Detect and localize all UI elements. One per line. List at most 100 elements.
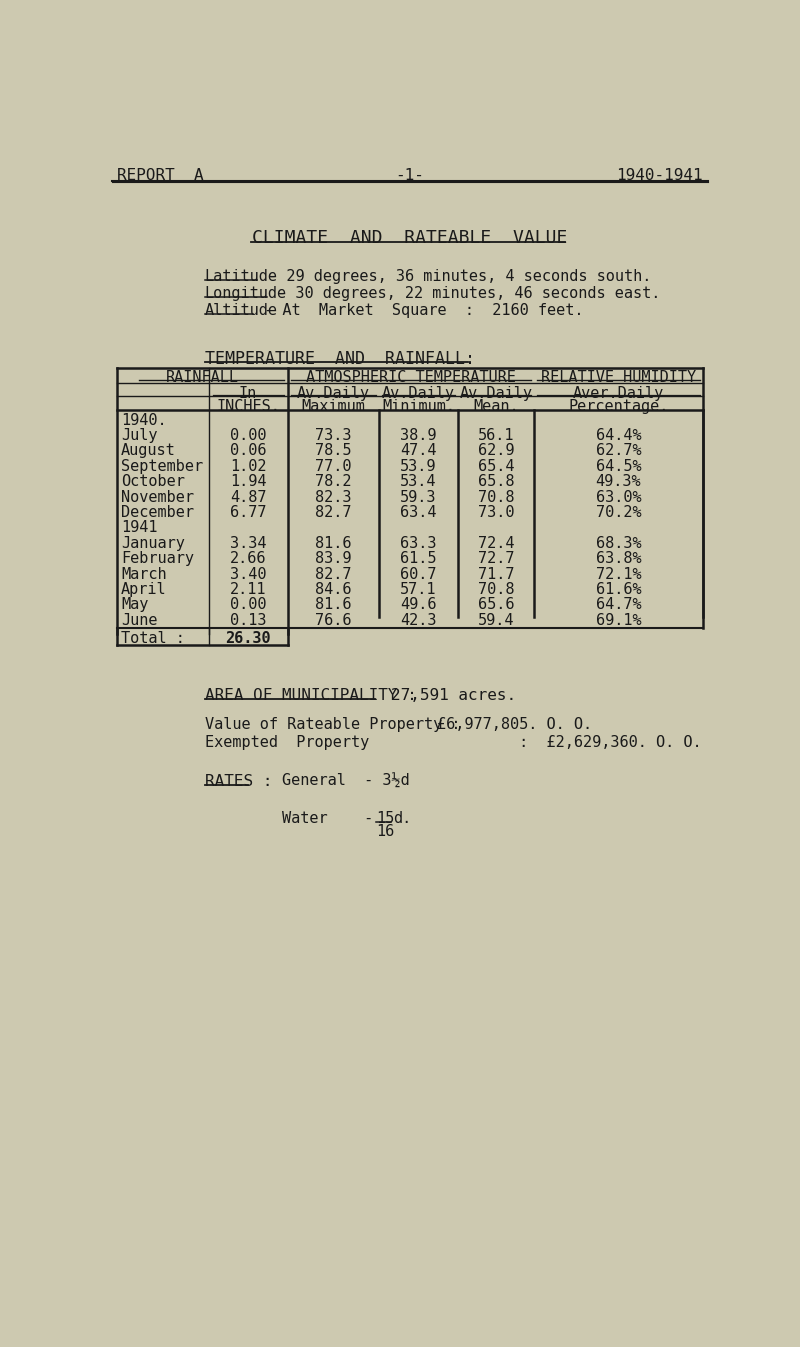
Text: 49.6: 49.6: [400, 598, 437, 613]
Text: 76.6: 76.6: [315, 613, 351, 628]
Text: 60.7: 60.7: [400, 567, 437, 582]
Text: Water    -: Water -: [282, 811, 392, 826]
Text: ATMOSPHERIC TEMPERATURE: ATMOSPHERIC TEMPERATURE: [306, 370, 516, 385]
Text: - 29 degrees, 36 minutes, 4 seconds south.: - 29 degrees, 36 minutes, 4 seconds sout…: [259, 269, 651, 284]
Text: REPORT  A: REPORT A: [117, 168, 204, 183]
Text: 69.1%: 69.1%: [596, 613, 642, 628]
Text: 3.34: 3.34: [230, 536, 266, 551]
Text: 64.4%: 64.4%: [596, 428, 642, 443]
Text: - At  Market  Square  :  2160 feet.: - At Market Square : 2160 feet.: [255, 303, 583, 318]
Text: 3.40: 3.40: [230, 567, 266, 582]
Text: 78.5: 78.5: [315, 443, 351, 458]
Text: Altitude: Altitude: [205, 303, 278, 318]
Text: 82.7: 82.7: [315, 567, 351, 582]
Text: 70.2%: 70.2%: [596, 505, 642, 520]
Text: 64.7%: 64.7%: [596, 598, 642, 613]
Text: January: January: [121, 536, 185, 551]
Text: INCHES.: INCHES.: [216, 399, 280, 414]
Text: 1.02: 1.02: [230, 459, 266, 474]
Text: 64.5%: 64.5%: [596, 459, 642, 474]
Text: 68.3%: 68.3%: [596, 536, 642, 551]
Text: 38.9: 38.9: [400, 428, 437, 443]
Text: July: July: [121, 428, 158, 443]
Text: 70.8: 70.8: [478, 490, 514, 505]
Text: 78.2: 78.2: [315, 474, 351, 489]
Text: Value of Rateable Property :: Value of Rateable Property :: [205, 717, 460, 731]
Text: 77.0: 77.0: [315, 459, 351, 474]
Text: 82.7: 82.7: [315, 505, 351, 520]
Text: 72.4: 72.4: [478, 536, 514, 551]
Text: 63.0%: 63.0%: [596, 490, 642, 505]
Text: October: October: [121, 474, 185, 489]
Text: RAINFALL: RAINFALL: [166, 370, 239, 385]
Text: 81.6: 81.6: [315, 598, 351, 613]
Text: 0.06: 0.06: [230, 443, 266, 458]
Text: 1.94: 1.94: [230, 474, 266, 489]
Text: 42.3: 42.3: [400, 613, 437, 628]
Text: 63.4: 63.4: [400, 505, 437, 520]
Text: 4.87: 4.87: [230, 490, 266, 505]
Text: 63.8%: 63.8%: [596, 551, 642, 566]
Text: Longitude: Longitude: [205, 287, 286, 302]
Text: £6,977,805. O. O.: £6,977,805. O. O.: [437, 717, 592, 731]
Text: 1940-1941: 1940-1941: [616, 168, 703, 183]
Text: 62.9: 62.9: [478, 443, 514, 458]
Text: Aver.Daily: Aver.Daily: [573, 385, 664, 400]
Text: Minimum.: Minimum.: [382, 399, 455, 414]
Text: 63.3: 63.3: [400, 536, 437, 551]
Text: 65.6: 65.6: [478, 598, 514, 613]
Text: 57.1: 57.1: [400, 582, 437, 597]
Text: -1-: -1-: [395, 168, 425, 183]
Text: In: In: [239, 385, 257, 400]
Text: 72.1%: 72.1%: [596, 567, 642, 582]
Text: June: June: [121, 613, 158, 628]
Text: :  £2,629,360. O. O.: : £2,629,360. O. O.: [437, 735, 702, 750]
Text: 26.30: 26.30: [226, 632, 271, 647]
Text: 2.66: 2.66: [230, 551, 266, 566]
Text: AREA OF MUNICIPALITY :: AREA OF MUNICIPALITY :: [205, 687, 416, 703]
Text: August: August: [121, 443, 176, 458]
Text: 53.9: 53.9: [400, 459, 437, 474]
Text: 73.0: 73.0: [478, 505, 514, 520]
Text: Mean.: Mean.: [474, 399, 519, 414]
Text: April: April: [121, 582, 166, 597]
Text: 0.00: 0.00: [230, 598, 266, 613]
Text: 1941: 1941: [121, 520, 158, 536]
Text: 47.4: 47.4: [400, 443, 437, 458]
Text: December: December: [121, 505, 194, 520]
Text: d.: d.: [393, 811, 411, 826]
Text: RATES :: RATES :: [205, 773, 272, 789]
Text: 16: 16: [377, 824, 395, 839]
Text: 59.3: 59.3: [400, 490, 437, 505]
Text: 73.3: 73.3: [315, 428, 351, 443]
Text: TEMPERATURE  AND  RAINFALL:: TEMPERATURE AND RAINFALL:: [205, 350, 474, 368]
Text: CLIMATE  AND  RATEABLE  VALUE: CLIMATE AND RATEABLE VALUE: [252, 229, 568, 248]
Text: Latitude: Latitude: [205, 269, 278, 284]
Text: Av.Daily: Av.Daily: [382, 385, 455, 400]
Text: 0.00: 0.00: [230, 428, 266, 443]
Text: 82.3: 82.3: [315, 490, 351, 505]
Text: 72.7: 72.7: [478, 551, 514, 566]
Text: 6.77: 6.77: [230, 505, 266, 520]
Text: 59.4: 59.4: [478, 613, 514, 628]
Text: 71.7: 71.7: [478, 567, 514, 582]
Text: 81.6: 81.6: [315, 536, 351, 551]
Text: 62.7%: 62.7%: [596, 443, 642, 458]
Text: General  - 3½d: General - 3½d: [282, 773, 410, 789]
Text: 2.11: 2.11: [230, 582, 266, 597]
Text: Maximum: Maximum: [302, 399, 366, 414]
Text: RELATIVE HUMIDITY: RELATIVE HUMIDITY: [541, 370, 696, 385]
Text: Exempted  Property: Exempted Property: [205, 735, 369, 750]
Text: March: March: [121, 567, 166, 582]
Text: Percentage.: Percentage.: [568, 399, 669, 414]
Text: 0.13: 0.13: [230, 613, 266, 628]
Text: May: May: [121, 598, 148, 613]
Text: 65.8: 65.8: [478, 474, 514, 489]
Text: 61.6%: 61.6%: [596, 582, 642, 597]
Text: 84.6: 84.6: [315, 582, 351, 597]
Text: 49.3%: 49.3%: [596, 474, 642, 489]
Text: Av.Daily: Av.Daily: [297, 385, 370, 400]
Text: - 30 degrees, 22 minutes, 46 seconds east.: - 30 degrees, 22 minutes, 46 seconds eas…: [268, 287, 661, 302]
Text: Total :: Total :: [121, 632, 185, 647]
Text: February: February: [121, 551, 194, 566]
